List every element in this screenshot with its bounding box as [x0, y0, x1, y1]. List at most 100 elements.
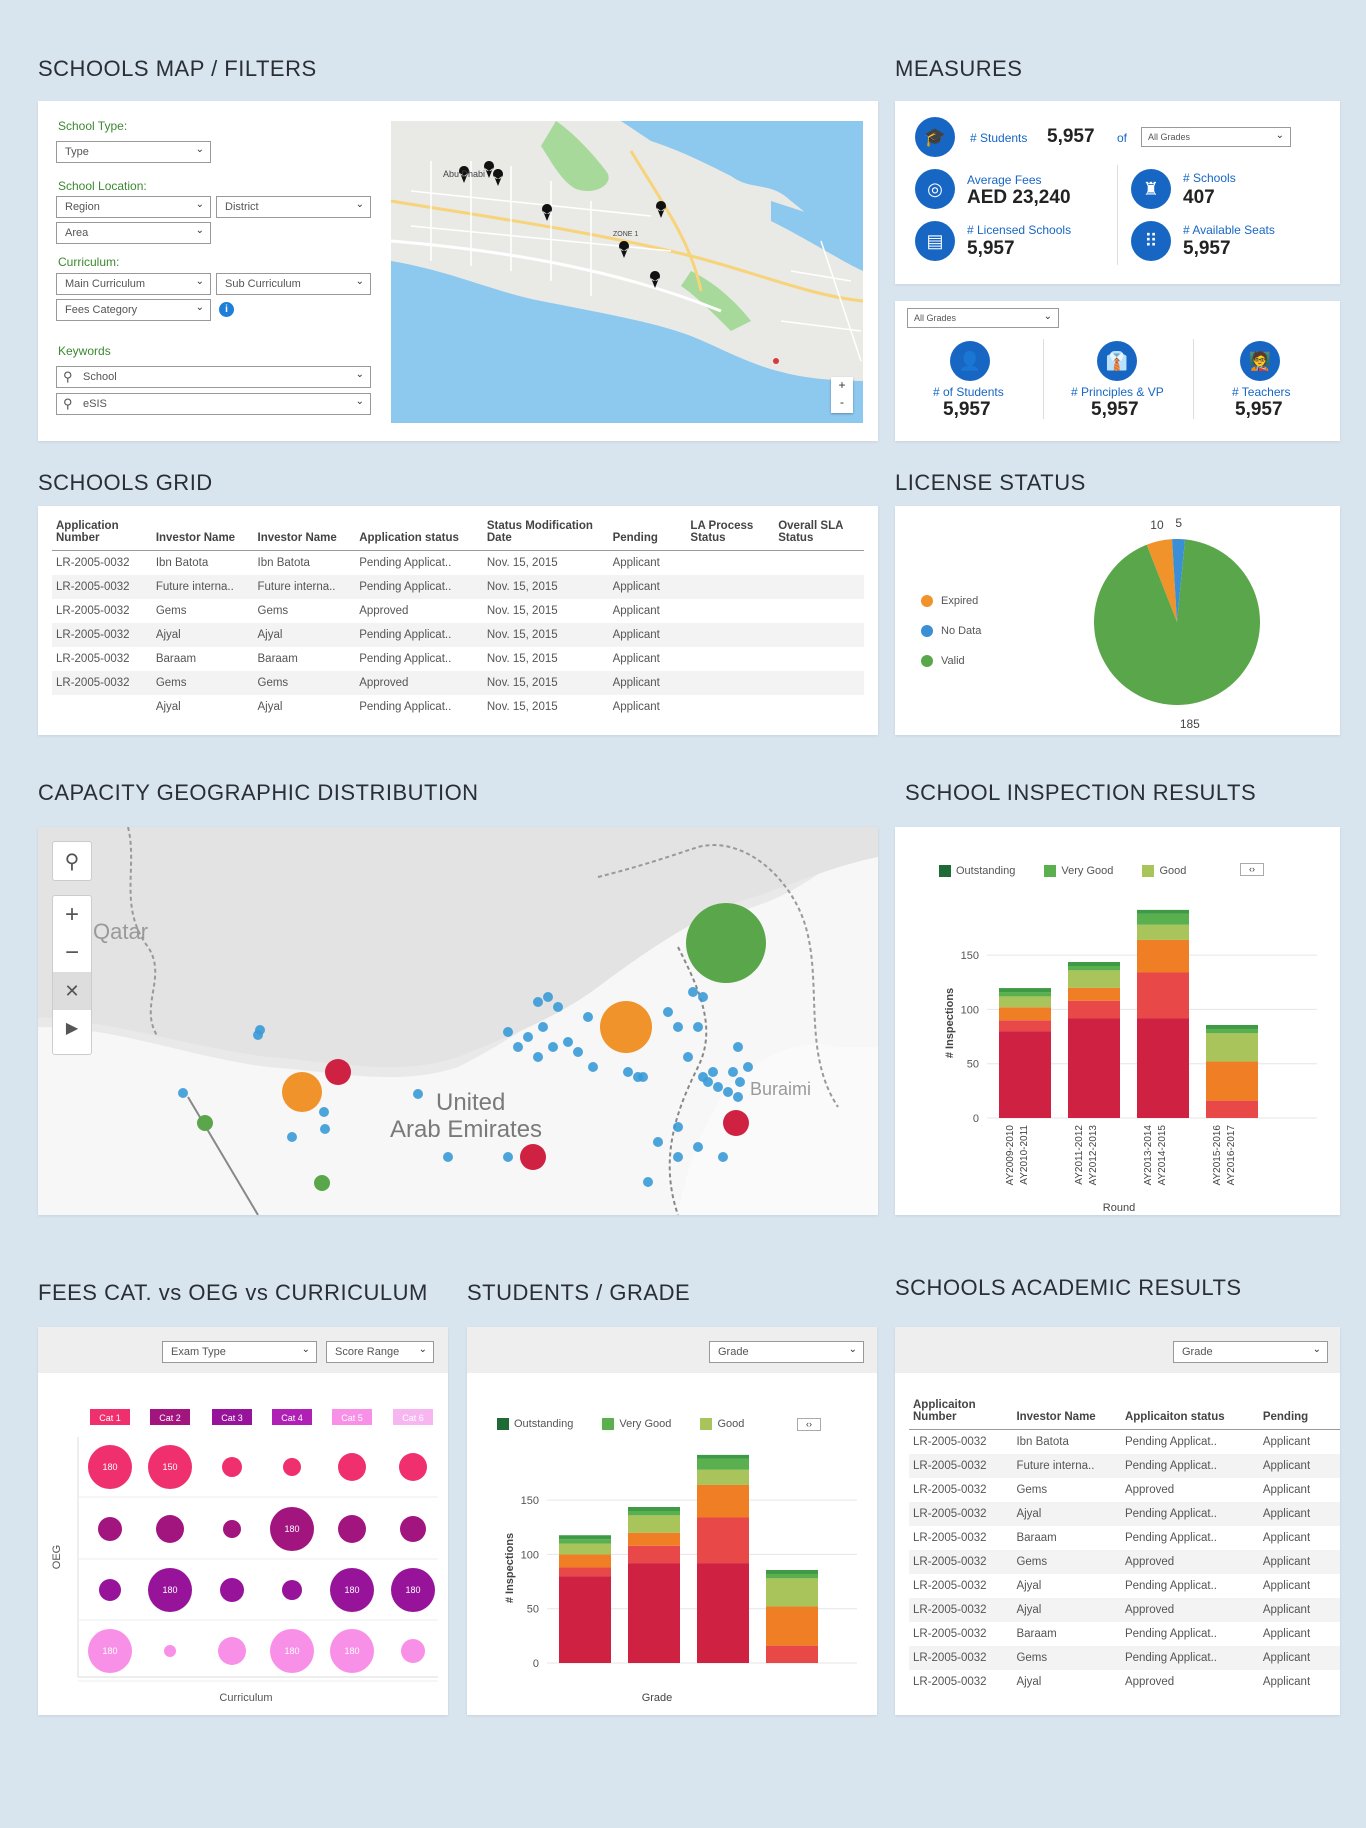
bar-segment[interactable] — [766, 1578, 818, 1607]
bubble[interactable] — [148, 1568, 192, 1612]
bar-segment[interactable] — [628, 1563, 680, 1663]
license-legend-item[interactable]: Valid — [921, 646, 981, 676]
zoom-out-button[interactable]: − — [53, 934, 91, 972]
bar-segment[interactable] — [628, 1511, 680, 1516]
column-header[interactable]: Overall SLA Status — [774, 514, 864, 551]
bubble[interactable] — [400, 1516, 426, 1542]
bar-segment[interactable] — [1068, 1000, 1120, 1019]
area-select[interactable]: Area ⌄ — [56, 222, 211, 244]
column-header[interactable]: Application status — [355, 514, 483, 551]
bar-segment[interactable] — [559, 1554, 611, 1568]
table-row[interactable]: LR-2005-0032 Ibn Batota Pending Applicat..… — [909, 1430, 1340, 1454]
table-row[interactable]: LR-2005-0032 Baraam Baraam Pending Applicat… — [52, 647, 864, 671]
table-row[interactable]: LR-2005-0032 Gems Approved Applicant — [909, 1478, 1340, 1502]
sub-curriculum-select[interactable]: Sub Curriculum ⌄ — [216, 273, 371, 295]
capacity-bubble[interactable] — [325, 1059, 351, 1085]
capacity-point[interactable] — [673, 1022, 683, 1032]
bubble[interactable] — [99, 1579, 121, 1601]
bubble[interactable] — [399, 1453, 427, 1481]
bar-segment[interactable] — [1137, 913, 1189, 925]
table-row[interactable]: LR-2005-0032 Ajyal Pending Applicat.. Appli… — [909, 1501, 1340, 1526]
bar-segment[interactable] — [1137, 1018, 1189, 1118]
pie-slice[interactable] — [1094, 539, 1260, 705]
table-row[interactable]: LR-2005-0032 Baraam Pending Applicat.. Appl… — [909, 1622, 1340, 1646]
bar-segment[interactable] — [999, 992, 1051, 997]
zoom-in-button[interactable]: + — [53, 896, 91, 934]
info-icon[interactable]: i — [219, 302, 234, 317]
bubble[interactable] — [148, 1445, 192, 1489]
bubble[interactable] — [283, 1458, 301, 1476]
capacity-point[interactable] — [178, 1088, 188, 1098]
capacity-point[interactable] — [653, 1137, 663, 1147]
exam-type-select[interactable]: Exam Type ⌄ — [162, 1341, 317, 1363]
capacity-bubble[interactable] — [723, 1110, 749, 1136]
table-row[interactable]: LR-2005-0032 Gems Pending Applicat.. Applic… — [909, 1645, 1340, 1670]
column-header[interactable]: Status Modification Date — [482, 514, 609, 551]
bar-segment[interactable] — [1206, 1061, 1258, 1101]
map-zoom-out-button[interactable]: - — [840, 395, 844, 409]
bar-segment[interactable] — [697, 1469, 749, 1485]
column-header[interactable]: Investor Name — [253, 514, 356, 551]
table-row[interactable]: LR-2005-0032 Gems Approved Applicant — [909, 1549, 1340, 1574]
capacity-point[interactable] — [543, 992, 553, 1002]
bar-segment[interactable] — [766, 1645, 818, 1663]
capacity-point[interactable] — [718, 1152, 728, 1162]
play-button[interactable]: ▶ — [53, 1010, 91, 1048]
capacity-point[interactable] — [413, 1089, 423, 1099]
legend-pager[interactable]: ‹› — [797, 1418, 821, 1431]
column-header[interactable]: Applicaiton Number — [909, 1393, 1013, 1430]
capacity-point[interactable] — [503, 1027, 513, 1037]
bar-segment[interactable] — [999, 1020, 1051, 1032]
bubble[interactable] — [338, 1453, 366, 1481]
capacity-point[interactable] — [513, 1042, 523, 1052]
capacity-point[interactable] — [693, 1022, 703, 1032]
bar-segment[interactable] — [697, 1458, 749, 1470]
bubble[interactable] — [330, 1568, 374, 1612]
capacity-point[interactable] — [553, 1002, 563, 1012]
capacity-point[interactable] — [673, 1122, 683, 1132]
capacity-point[interactable] — [538, 1022, 548, 1032]
bar-segment[interactable] — [559, 1567, 611, 1577]
capacity-point[interactable] — [663, 1007, 673, 1017]
fees-category-select[interactable]: Fees Category ⌄ — [56, 299, 211, 321]
column-header[interactable]: Applicaiton status — [1120, 1393, 1259, 1430]
bar-segment[interactable] — [1206, 1033, 1258, 1062]
pie-slice[interactable] — [1146, 539, 1177, 622]
capacity-point[interactable] — [588, 1062, 598, 1072]
column-header[interactable]: Pending — [608, 514, 687, 551]
clear-pins-button[interactable]: ✕ — [53, 972, 91, 1010]
capacity-point[interactable] — [583, 1012, 593, 1022]
capacity-point[interactable] — [743, 1062, 753, 1072]
all-grades-select[interactable]: All Grades ⌄ — [1141, 127, 1291, 147]
score-range-select[interactable]: Score Range ⌄ — [326, 1341, 434, 1363]
table-row[interactable]: LR-2005-0032 Future interna.. Future inter… — [52, 574, 864, 599]
table-row[interactable]: LR-2005-0032 Gems Gems Approved Nov. 15, 201… — [52, 670, 864, 695]
capacity-bubble[interactable] — [520, 1144, 546, 1170]
bar-segment[interactable] — [1137, 939, 1189, 973]
bubble[interactable] — [156, 1515, 184, 1543]
city-map[interactable]: Abu Dhabi ZONE 1 + - — [391, 121, 863, 423]
capacity-point[interactable] — [320, 1124, 330, 1134]
map-search-button[interactable]: ⚲ — [52, 841, 92, 881]
capacity-point[interactable] — [548, 1042, 558, 1052]
bubble[interactable] — [218, 1637, 246, 1665]
bar-segment[interactable] — [697, 1517, 749, 1564]
bar-segment[interactable] — [628, 1515, 680, 1533]
table-row[interactable]: LR-2005-0032 Ajyal Approved Applicant — [909, 1670, 1340, 1694]
bar-segment[interactable] — [999, 996, 1051, 1008]
bar-segment[interactable] — [697, 1563, 749, 1663]
bar-segment[interactable] — [1206, 1028, 1258, 1034]
capacity-bubble[interactable] — [686, 903, 766, 983]
capacity-point[interactable] — [319, 1107, 329, 1117]
bubble[interactable] — [98, 1517, 122, 1541]
bar-segment[interactable] — [1068, 966, 1120, 971]
capacity-point[interactable] — [693, 1142, 703, 1152]
capacity-point[interactable] — [638, 1072, 648, 1082]
bubble[interactable] — [338, 1515, 366, 1543]
all-grades-select-2[interactable]: All Grades ⌄ — [907, 308, 1059, 328]
map-zoom-in-button[interactable]: + — [838, 378, 846, 392]
capacity-point[interactable] — [698, 992, 708, 1002]
capacity-point[interactable] — [523, 1032, 533, 1042]
table-row[interactable]: LR-2005-0032 Ajyal Approved Applicant — [909, 1597, 1340, 1622]
capacity-point[interactable] — [673, 1152, 683, 1162]
